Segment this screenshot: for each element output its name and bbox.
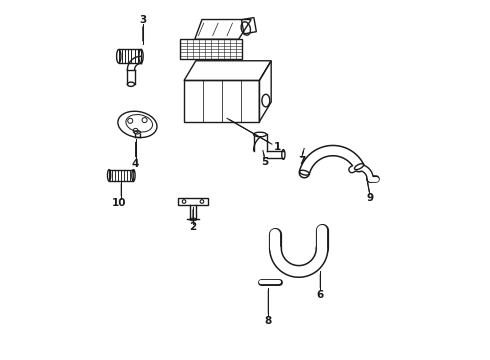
Text: 4: 4 <box>132 159 139 169</box>
Text: 1: 1 <box>273 142 281 152</box>
Text: 3: 3 <box>139 15 147 26</box>
Bar <box>178 198 208 205</box>
Bar <box>242 18 256 34</box>
Text: 10: 10 <box>112 198 126 208</box>
Text: 8: 8 <box>265 316 272 325</box>
Text: 5: 5 <box>261 157 269 167</box>
Bar <box>184 81 259 122</box>
Text: 7: 7 <box>299 156 306 166</box>
Text: 2: 2 <box>189 222 196 232</box>
Text: 6: 6 <box>317 290 324 300</box>
Bar <box>180 39 242 59</box>
Text: 9: 9 <box>367 193 374 203</box>
